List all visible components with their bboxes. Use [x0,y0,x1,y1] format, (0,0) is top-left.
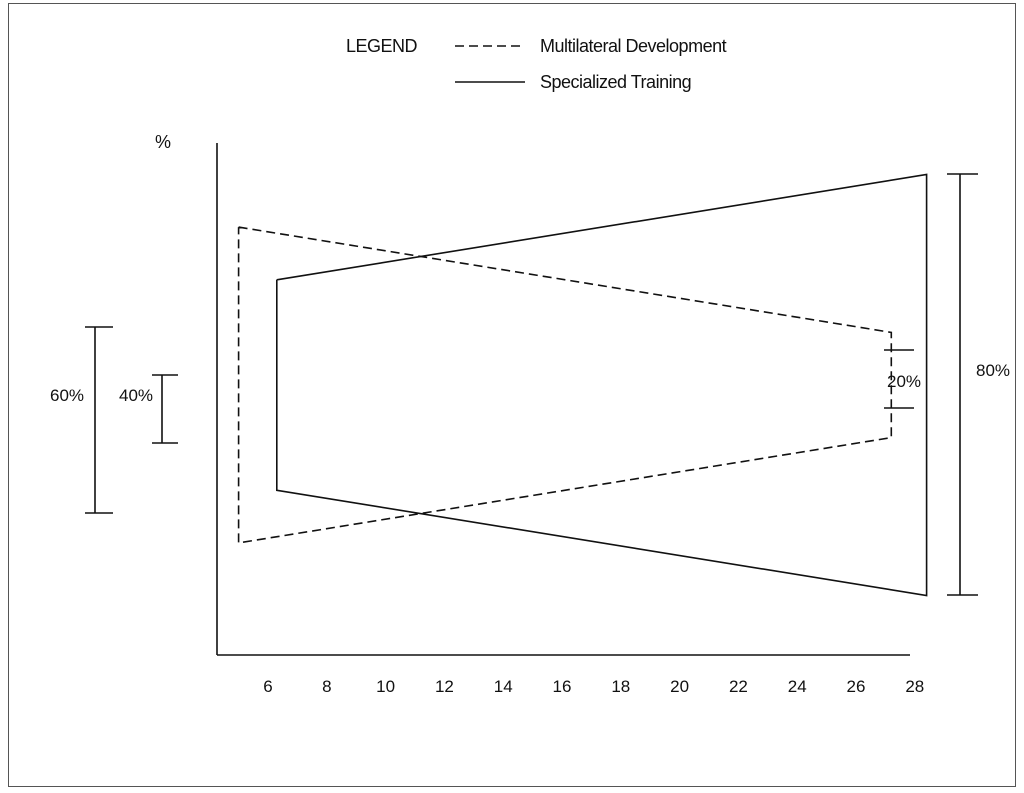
bracket-label-20: 20% [887,372,921,391]
y-axis-label: % [155,132,171,152]
bracket-label-60: 60% [50,386,84,405]
x-tick-label: 16 [553,677,572,696]
x-tick-label: 26 [847,677,866,696]
x-tick-label: 6 [263,677,272,696]
bracket-60: 60% [50,326,113,514]
bracket-label-40: 40% [119,386,153,405]
x-tick-label: 18 [611,677,630,696]
legend-label-specialized: Specialized Training [540,72,691,92]
bracket-40: 40% [119,374,178,444]
bracket-20: 20% [884,349,921,409]
x-tick-label: 28 [905,677,924,696]
legend-title: LEGEND [346,36,418,56]
x-tick-label: 20 [670,677,689,696]
x-tick-label: 14 [494,677,513,696]
x-tick-labels: 6 8 10 12 14 16 18 20 22 24 26 28 [263,677,924,696]
bracket-label-80: 80% [976,361,1010,380]
legend-label-multilateral: Multilateral Development [540,36,727,56]
figure-frame [8,3,1016,787]
x-tick-label: 22 [729,677,748,696]
series-specialized-training [275,173,928,597]
legend: LEGEND Multilateral Development Speciali… [346,36,727,92]
x-tick-label: 10 [376,677,395,696]
x-tick-label: 24 [788,677,807,696]
bracket-80: 80% [947,173,1010,596]
x-tick-label: 8 [322,677,331,696]
x-tick-label: 12 [435,677,454,696]
series-multilateral-development [237,226,893,544]
